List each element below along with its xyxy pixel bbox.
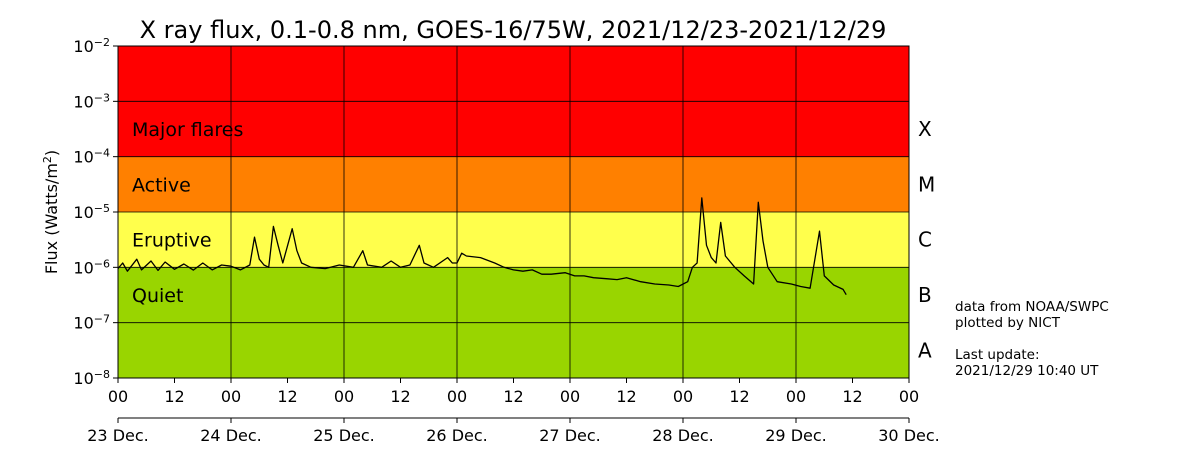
plotted-by-note: plotted by NICT — [955, 315, 1060, 331]
x-hour-axis: 00 12 00 12 00 12 00 12 00 12 00 12 00 12 00 — [108, 378, 919, 406]
hour-tick-label-1: 12 — [164, 387, 184, 406]
day-tick-label-5: 28 Dec. — [652, 426, 714, 445]
y-tick-label-5: 10−3 — [73, 91, 110, 112]
day-tick-label-4: 27 Dec. — [539, 426, 601, 445]
day-tick-label-0: 23 Dec. — [87, 426, 149, 445]
x-day-axis: 23 Dec. 24 Dec. 25 Dec. 26 Dec. 27 Dec. 28 De… — [87, 417, 940, 445]
band-1 — [118, 212, 909, 268]
grid-lines — [117, 45, 910, 379]
hour-tick-label-6: 00 — [447, 387, 467, 406]
band-label-1: Eruptive — [132, 230, 212, 252]
activity-band-labels: Quiet Eruptive Active Major flares — [132, 119, 243, 307]
hour-tick-label-9: 12 — [616, 387, 636, 406]
hour-tick-label-13: 12 — [842, 387, 862, 406]
y-tick-label-4: 10−4 — [73, 146, 110, 167]
band-label-3: Major flares — [132, 119, 243, 141]
hour-tick-label-14: 00 — [899, 387, 919, 406]
flare-class-labels: A B C M X — [918, 117, 935, 362]
day-tick-label-2: 25 Dec. — [313, 426, 375, 445]
last-update-value: 2021/12/29 10:40 UT — [955, 363, 1099, 379]
hour-tick-label-0: 00 — [108, 387, 128, 406]
hour-tick-label-8: 00 — [560, 387, 580, 406]
day-tick-label-6: 29 Dec. — [765, 426, 827, 445]
chart-title: X ray flux, 0.1-0.8 nm, GOES-16/75W, 202… — [140, 16, 887, 44]
class-label-B: B — [918, 283, 932, 307]
flux-series — [117, 197, 847, 296]
y-axis-label: Flux (Watts/m2) — [41, 150, 62, 274]
last-update-label: Last update: — [955, 347, 1040, 363]
hour-tick-label-5: 12 — [390, 387, 410, 406]
data-source-note: data from NOAA/SWPC — [955, 299, 1109, 315]
class-label-X: X — [918, 117, 932, 141]
class-label-A: A — [918, 338, 932, 362]
class-label-C: C — [918, 228, 932, 252]
hour-tick-label-7: 12 — [503, 387, 523, 406]
band-2 — [118, 156, 909, 212]
class-label-M: M — [918, 172, 935, 196]
band-label-2: Active — [132, 174, 191, 196]
day-tick-label-1: 24 Dec. — [200, 426, 262, 445]
y-tick-label-2: 10−6 — [73, 257, 110, 278]
y-tick-label-0: 10−8 — [73, 368, 110, 389]
day-tick-label-3: 26 Dec. — [426, 426, 488, 445]
hour-tick-label-3: 12 — [277, 387, 297, 406]
y-tick-label-6: 10−2 — [73, 36, 110, 57]
hour-tick-label-11: 12 — [729, 387, 749, 406]
y-axis: 10−8 10−7 10−6 10−5 10−4 10−3 10−2 — [73, 36, 118, 389]
y-tick-label-3: 10−5 — [73, 202, 110, 223]
hour-tick-label-10: 00 — [673, 387, 693, 406]
y-tick-label-1: 10−7 — [73, 312, 110, 333]
hour-tick-label-12: 00 — [786, 387, 806, 406]
day-tick-label-7: 30 Dec. — [878, 426, 940, 445]
hour-tick-label-2: 00 — [221, 387, 241, 406]
band-label-0: Quiet — [132, 285, 183, 307]
series-line-0 — [117, 197, 847, 296]
hour-tick-label-4: 00 — [334, 387, 354, 406]
